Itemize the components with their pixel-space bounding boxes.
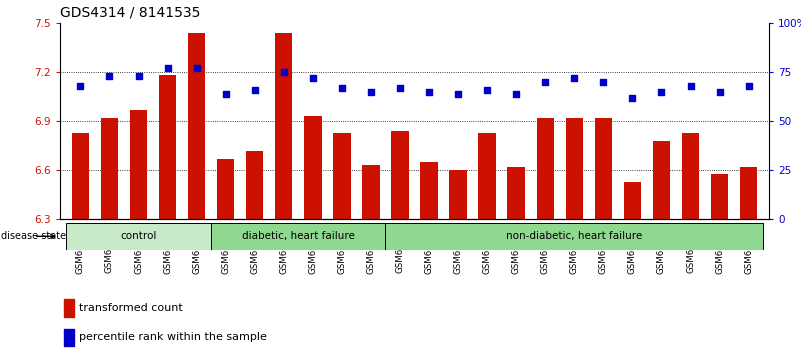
Text: disease state: disease state: [2, 231, 66, 241]
Bar: [159, 75, 176, 219]
Point: [655, 89, 668, 95]
Bar: [130, 110, 147, 219]
Bar: [246, 151, 264, 219]
Point: [103, 73, 116, 79]
Bar: [304, 116, 321, 219]
Text: diabetic, heart failure: diabetic, heart failure: [242, 231, 355, 241]
Bar: [333, 133, 351, 219]
Text: GDS4314 / 8141535: GDS4314 / 8141535: [60, 5, 200, 19]
Text: percentile rank within the sample: percentile rank within the sample: [79, 332, 268, 342]
Bar: [682, 133, 699, 219]
Point: [452, 91, 465, 97]
FancyBboxPatch shape: [211, 223, 385, 250]
Text: transformed count: transformed count: [79, 303, 183, 313]
Bar: [740, 167, 757, 219]
Point: [277, 69, 290, 75]
Bar: [537, 118, 554, 219]
FancyBboxPatch shape: [385, 223, 763, 250]
Point: [684, 83, 697, 89]
Bar: [624, 182, 641, 219]
Text: non-diabetic, heart failure: non-diabetic, heart failure: [506, 231, 642, 241]
Point: [626, 95, 639, 101]
Point: [336, 85, 348, 91]
Bar: [72, 133, 89, 219]
Bar: [362, 165, 380, 219]
Point: [364, 89, 377, 95]
Bar: [449, 170, 467, 219]
Bar: [594, 118, 612, 219]
Point: [597, 79, 610, 85]
Bar: [275, 33, 292, 219]
Point: [219, 91, 232, 97]
Bar: [710, 173, 728, 219]
Text: control: control: [120, 231, 157, 241]
Point: [481, 87, 493, 93]
Point: [509, 91, 522, 97]
Point: [393, 85, 406, 91]
Point: [423, 89, 436, 95]
Point: [307, 75, 320, 81]
Bar: [478, 133, 496, 219]
Bar: [566, 118, 583, 219]
Bar: [101, 118, 119, 219]
Point: [190, 65, 203, 71]
Bar: [217, 159, 235, 219]
Bar: [421, 162, 438, 219]
Point: [132, 73, 145, 79]
Point: [248, 87, 261, 93]
Bar: [188, 33, 205, 219]
Bar: [64, 329, 74, 346]
FancyBboxPatch shape: [66, 223, 211, 250]
Point: [713, 89, 726, 95]
Point: [161, 65, 174, 71]
Point: [539, 79, 552, 85]
Point: [74, 83, 87, 89]
Bar: [391, 131, 409, 219]
Bar: [653, 141, 670, 219]
Point: [743, 83, 755, 89]
Bar: [508, 167, 525, 219]
Point: [568, 75, 581, 81]
Bar: [64, 299, 74, 317]
